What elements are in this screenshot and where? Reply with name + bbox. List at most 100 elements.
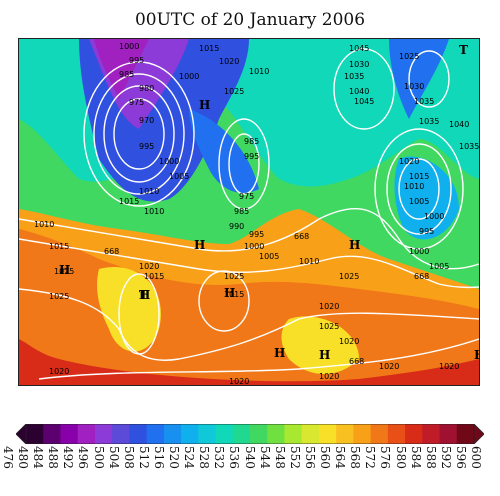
- isobar-label: 1005: [259, 252, 279, 261]
- isobar-label: 1005: [409, 197, 429, 206]
- isobar-label: 1000: [159, 157, 179, 166]
- colorbar-tick: 596: [453, 446, 469, 486]
- colorbar-tick: 524: [182, 446, 197, 486]
- colorbar-tick: 528: [197, 446, 212, 486]
- isobar-label: 668: [294, 232, 309, 241]
- geopotential-field: HHHHHHTTHHH 1000995985980975970995100010…: [19, 39, 479, 385]
- isobar-label: 1015: [49, 242, 69, 251]
- isobar-label: 1045: [349, 44, 369, 53]
- colorbar-tick: 572: [363, 446, 378, 486]
- colorbar-tick: 480: [16, 446, 31, 486]
- colorbar-tick-label: 488: [46, 446, 61, 469]
- colorbar-cell: [60, 424, 79, 444]
- isobar-label: 995: [249, 230, 264, 239]
- isobar-label: 668: [349, 357, 364, 366]
- high-pressure-center: H: [194, 238, 205, 252]
- colorbar-cell: [318, 424, 337, 444]
- colorbar-tick: 540: [243, 446, 258, 486]
- isobar-label: 1000: [424, 212, 444, 221]
- isobar-label: 1005: [169, 172, 189, 181]
- colorbar-tick: 564: [333, 446, 348, 486]
- colorbar-tick-label: 548: [272, 446, 287, 469]
- isobar-label: 1010: [299, 257, 319, 266]
- map-title: 00UTC of 20 January 2006: [134, 10, 366, 30]
- colorbar-tick-label: 564: [333, 446, 348, 469]
- colorbar-cell: [94, 424, 113, 444]
- colorbar-tick: 532: [212, 446, 227, 486]
- colorbar-tick-label: 480: [16, 446, 31, 469]
- colorbar-tick: 552: [288, 446, 303, 486]
- colorbar-cell: [26, 424, 44, 444]
- isobar-label: 1030: [349, 60, 369, 69]
- colorbar-tick-label: 500: [91, 446, 106, 469]
- colorbar-tick-label: 576: [378, 446, 393, 469]
- isobar-label: 995: [129, 56, 144, 65]
- colorbar-tick-label: 544: [257, 446, 272, 469]
- colorbar-cell: [439, 424, 458, 444]
- colorbar-cell: [129, 424, 148, 444]
- isobar-label: 1015: [224, 290, 244, 299]
- field-ne-trough: [389, 39, 449, 119]
- colorbar-tick-label: 528: [197, 446, 212, 469]
- colorbar-cell: [405, 424, 423, 444]
- colorbar-cell: [250, 424, 268, 444]
- colorbar-tick: 580: [393, 446, 409, 486]
- colorbar-tick-label: 596: [453, 446, 468, 469]
- isobar-label: 975: [239, 192, 254, 201]
- isobar-label: 668: [104, 247, 119, 256]
- colorbar-tick-label: 524: [182, 446, 197, 469]
- colorbar-tick: 584: [409, 446, 424, 486]
- colorbar-tick-label: 592: [438, 446, 453, 469]
- field-secondary-trough: [189, 109, 259, 193]
- colorbar-tick-label: 580: [393, 446, 408, 469]
- isobar-label: 1010: [139, 187, 159, 196]
- colorbar-tick: 556: [303, 446, 318, 486]
- isobars: [19, 48, 479, 380]
- isobar-label: 1020: [399, 157, 419, 166]
- isobar-label: 1035: [414, 97, 434, 106]
- isobar-label: 1025: [224, 272, 244, 281]
- colorbar-tick: 592: [438, 446, 454, 486]
- colorbar-tick-label: 476: [1, 446, 15, 469]
- colorbar-cell: [456, 424, 475, 444]
- isobar-label: 1000: [409, 247, 429, 256]
- colorbar-cells: [25, 424, 475, 444]
- isobar-label: 1000: [179, 72, 199, 81]
- colorbar-tick-label: 508: [121, 446, 136, 469]
- colorbar-tick: 500: [91, 446, 107, 486]
- colorbar-tick-label: 512: [136, 446, 151, 469]
- colorbar-tick: 476: [1, 446, 16, 486]
- colorbar-cell: [43, 424, 61, 444]
- colorbar-tick-label: 516: [151, 446, 166, 469]
- colorbar-tick: 508: [121, 446, 137, 486]
- isobar-label: 1025: [399, 52, 419, 61]
- isobar-label: 985: [234, 207, 249, 216]
- isobar-label: 1015: [119, 197, 139, 206]
- colorbar-tick-label: 496: [76, 446, 91, 469]
- isobar-label: 1040: [349, 87, 369, 96]
- colorbar-tick-label: 492: [61, 446, 76, 469]
- pressure-centers: HHHHHHTTHHH: [59, 43, 479, 362]
- colorbar-cell: [146, 424, 165, 444]
- colorbar-tick-label: 600: [469, 446, 483, 469]
- field-yellow-high-2: [281, 316, 359, 374]
- colorbar-tick: 520: [167, 446, 182, 486]
- weather-map: HHHHHHTTHHH 1000995985980975970995100010…: [18, 38, 480, 386]
- colorbar-tick: 484: [31, 446, 46, 486]
- colorbar-tick-label: 532: [212, 446, 227, 469]
- isobar-label: 1015: [409, 172, 429, 181]
- isobar-label: 1035: [344, 72, 364, 81]
- isobar-label: 1020: [319, 372, 339, 381]
- field-trough-magenta: [94, 39, 149, 99]
- isobar-label: 995: [139, 142, 154, 151]
- colorbar-cell: [181, 424, 199, 444]
- isobar-label: 1000: [119, 42, 139, 51]
- colorbar-max-arrow: [473, 424, 484, 444]
- colorbar-cell: [301, 424, 320, 444]
- colorbar-tick: 568: [348, 446, 363, 486]
- high-pressure-center: H: [349, 238, 360, 252]
- colorbar-tick: 600: [469, 446, 484, 486]
- isobar-label: 668: [414, 272, 429, 281]
- isobar-label: 1030: [404, 82, 424, 91]
- high-pressure-center: H: [199, 98, 210, 112]
